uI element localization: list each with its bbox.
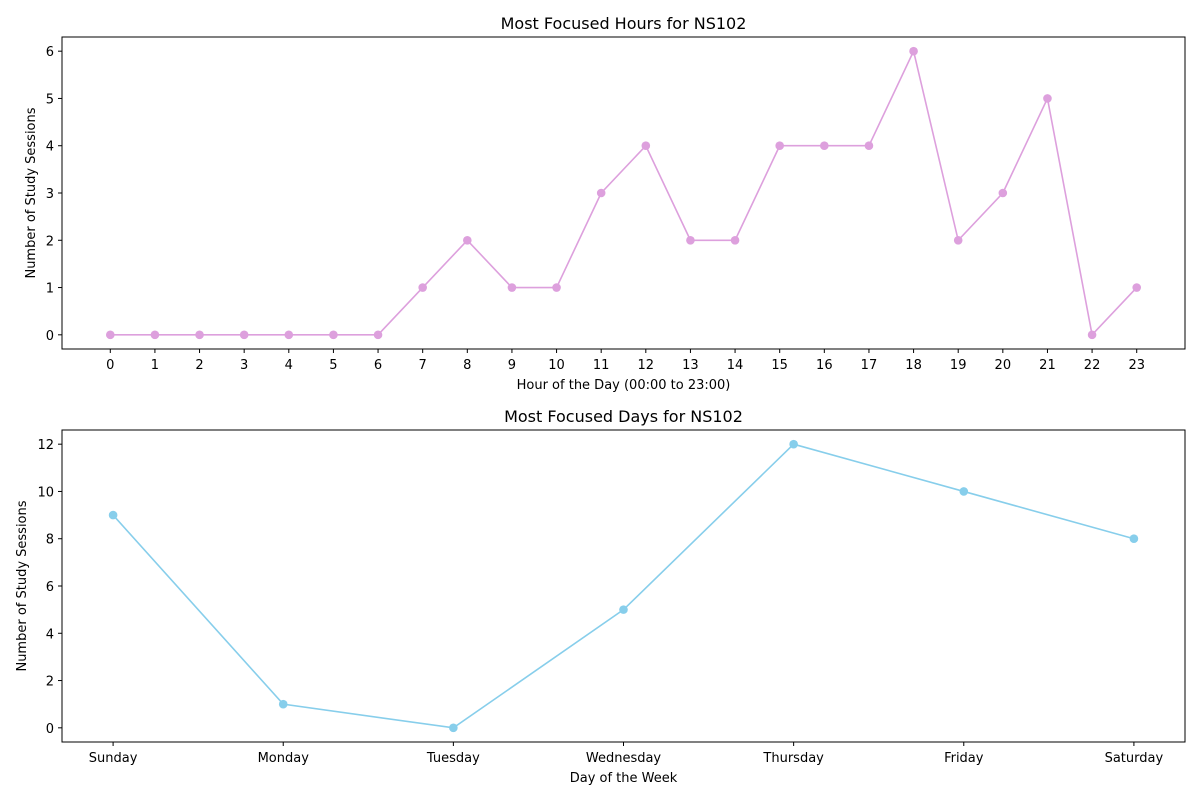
data-point (1087, 330, 1097, 340)
data-point (373, 330, 383, 340)
x-tick-label: 20 (995, 358, 1012, 373)
y-tick-label: 4 (46, 627, 54, 642)
x-tick-label: Tuesday (426, 751, 480, 766)
data-point (1043, 94, 1052, 103)
y-tick-label: 6 (46, 45, 54, 60)
data-point (507, 283, 517, 292)
x-tick-label: 10 (548, 358, 565, 373)
x-tick-label: Wednesday (586, 751, 662, 766)
x-tick-label: Sunday (89, 751, 138, 766)
data-point (998, 188, 1008, 198)
y-tick-label: 6 (46, 580, 54, 595)
x-axis-label: Hour of the Day (00:00 to 23:00) (517, 378, 731, 393)
data-point (1129, 534, 1139, 544)
x-tick-label: 5 (329, 358, 337, 373)
data-point (730, 235, 740, 245)
y-tick-label: 1 (46, 282, 54, 297)
data-point (278, 699, 288, 709)
x-tick-label: 18 (905, 358, 922, 373)
x-tick-label: 14 (727, 358, 744, 373)
x-tick-label: 16 (816, 358, 833, 373)
data-point (641, 141, 651, 151)
data-point (596, 188, 606, 198)
x-tick-label: 21 (1039, 358, 1056, 373)
data-point (418, 283, 427, 292)
y-axis-label: Number of Study Sessions (15, 500, 30, 671)
data-point (864, 141, 874, 151)
days-chart: Most Focused Days for NS102 Sunday Monday T… (15, 407, 1186, 786)
x-tick-label: 11 (593, 358, 610, 373)
x-tick-label: 12 (638, 358, 655, 373)
x-tick-label: Friday (944, 751, 984, 766)
data-point (195, 330, 204, 340)
x-tick-label: 7 (419, 358, 427, 373)
x-tick-label: 13 (682, 358, 699, 373)
x-tick-label: 8 (463, 358, 471, 373)
series-line (112, 443, 1135, 729)
x-axis-label: Day of the Week (570, 771, 678, 786)
plot-frame (61, 429, 1186, 743)
data-point (775, 141, 784, 151)
y-tick-label: 0 (46, 329, 54, 344)
data-point (686, 235, 695, 245)
plot-frame (61, 36, 1186, 350)
x-tick-label: 6 (374, 358, 382, 373)
data-point (789, 439, 798, 449)
data-point (463, 235, 472, 245)
y-tick-label: 2 (46, 675, 54, 690)
data-point (619, 605, 628, 614)
x-tick-label: 4 (285, 358, 293, 373)
y-axis-label: Number of Study Sessions (24, 107, 39, 278)
x-tick-label: 15 (771, 358, 788, 373)
chart-title: Most Focused Hours for NS102 (501, 14, 747, 33)
x-tick-label: 17 (861, 358, 878, 373)
x-tick-label: Saturday (1105, 751, 1164, 766)
y-tick-label: 4 (46, 140, 54, 155)
data-point (909, 46, 918, 56)
x-tick-label: Monday (258, 751, 310, 766)
data-point (284, 330, 294, 340)
data-point (953, 235, 963, 245)
x-tick-label: 3 (240, 358, 248, 373)
data-point (959, 487, 969, 496)
chart-title: Most Focused Days for NS102 (504, 407, 743, 426)
data-point (820, 141, 829, 151)
data-point (108, 510, 118, 520)
y-tick-label: 8 (46, 533, 54, 548)
data-point (239, 330, 249, 340)
y-tick-label: 5 (46, 92, 54, 107)
data-point (329, 330, 338, 340)
x-tick-label: 19 (950, 358, 967, 373)
data-point (1132, 283, 1142, 292)
y-tick-label: 0 (46, 722, 54, 737)
x-tick-label: 0 (106, 358, 114, 373)
y-tick-label: 10 (37, 485, 54, 500)
data-point (449, 723, 458, 733)
y-tick-label: 12 (37, 438, 54, 453)
y-tick-label: 2 (46, 234, 54, 249)
data-point (105, 330, 115, 340)
x-tick-label: 1 (151, 358, 159, 373)
data-point (552, 283, 561, 292)
series-line (110, 48, 1138, 337)
x-tick-label: 23 (1128, 358, 1145, 373)
x-tick-label: 9 (508, 358, 516, 373)
x-tick-label: 2 (195, 358, 203, 373)
y-tick-label: 3 (46, 187, 54, 202)
x-tick-label: 22 (1084, 358, 1101, 373)
x-tick-label: Thursday (762, 751, 824, 766)
data-point (150, 330, 160, 340)
